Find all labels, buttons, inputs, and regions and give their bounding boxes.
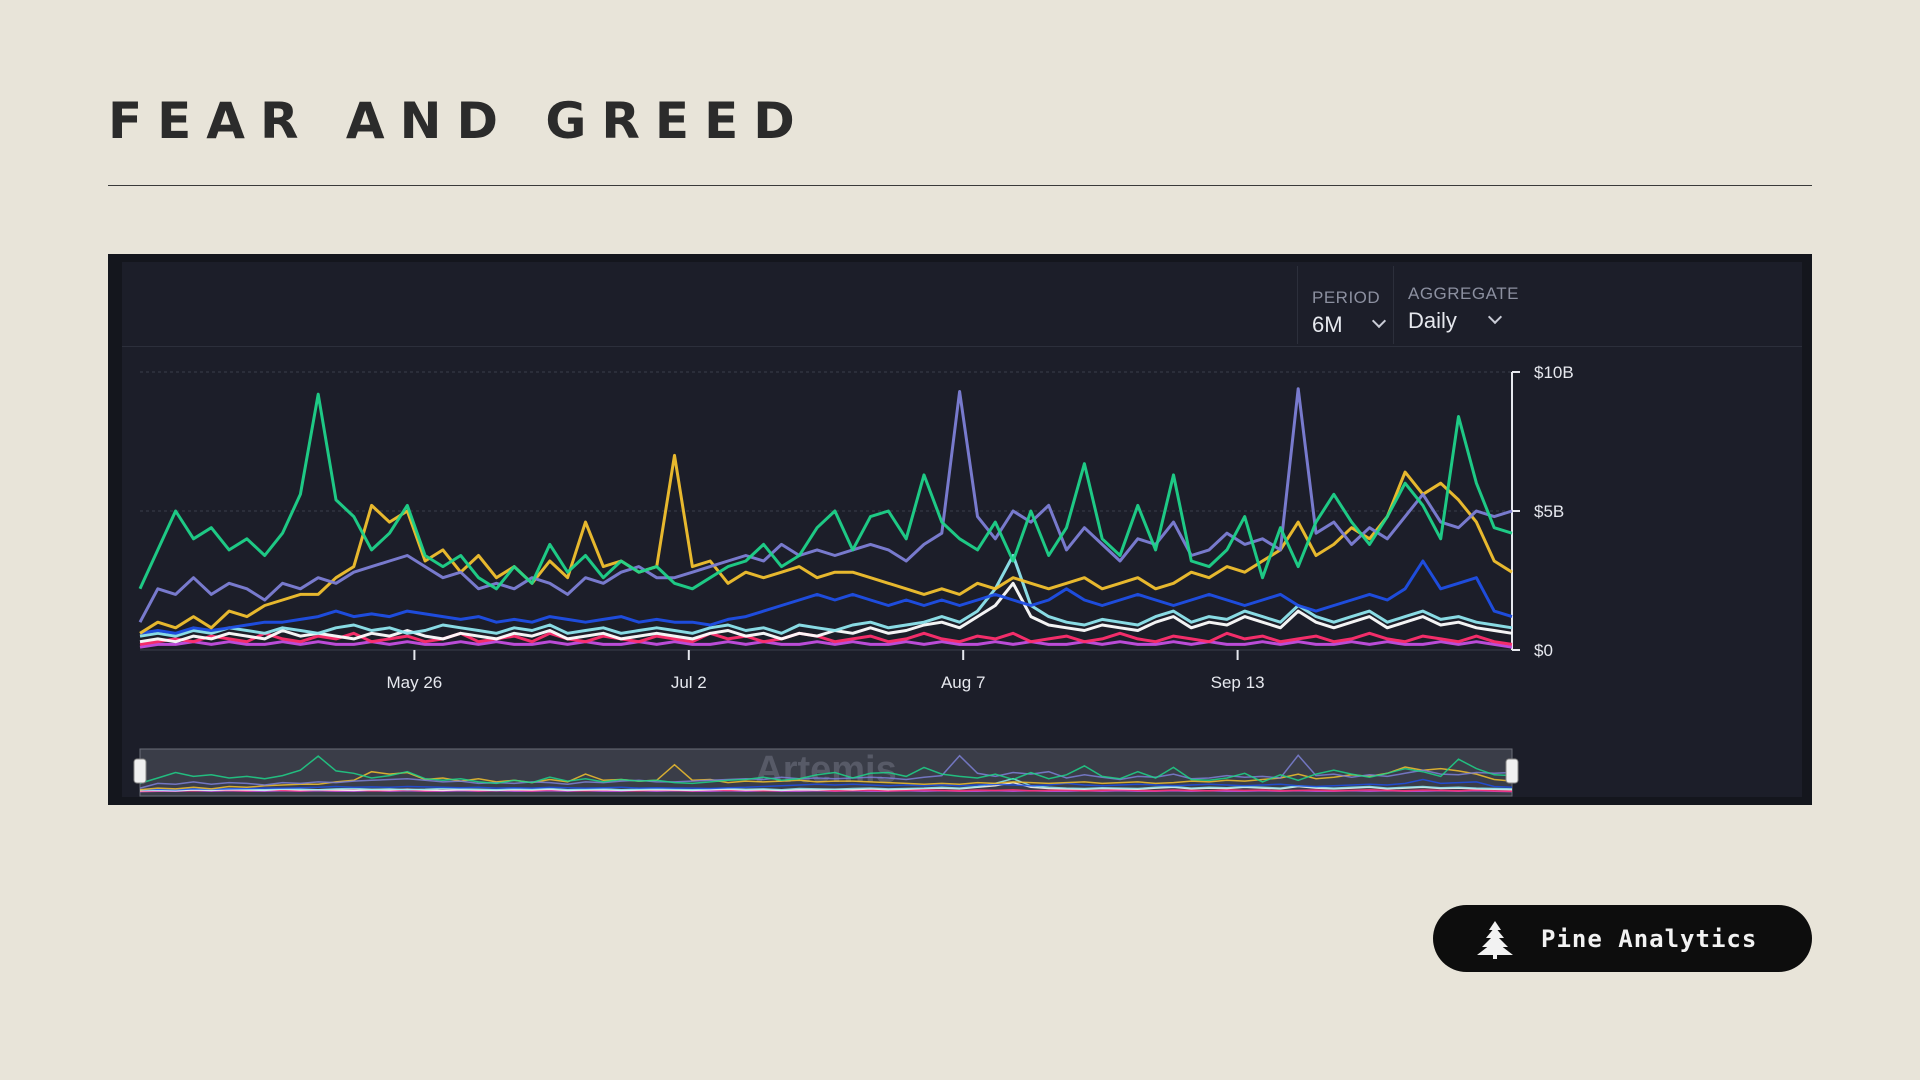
x-tick-label: Jul 2: [671, 673, 707, 692]
brand-name: Pine Analytics: [1541, 925, 1758, 953]
series-line: [139, 453, 1513, 635]
navigator-series-line: [139, 754, 1513, 789]
range-handle[interactable]: [133, 758, 147, 784]
y-tick-label: $0: [1534, 641, 1553, 660]
y-tick-label: $5B: [1534, 502, 1564, 521]
series-line: [139, 581, 1513, 644]
aggregate-value: Daily: [1408, 308, 1457, 333]
period-label: PERIOD: [1312, 288, 1381, 307]
navigator-series-line: [139, 777, 1513, 791]
x-tick-label: Sep 13: [1211, 673, 1265, 692]
chart-panel: PERIOD 6M AGGREGATE Daily $0 $5B $10B May 2…: [108, 254, 1812, 805]
series-line: [138, 392, 1513, 591]
pine-tree-icon: [1477, 921, 1513, 959]
range-handle[interactable]: [1505, 758, 1519, 784]
brand-badge: Pine Analytics: [1433, 905, 1812, 972]
chart-card: PERIOD 6M AGGREGATE Daily $0 $5B $10B May 2…: [122, 262, 1802, 797]
aggregate-select[interactable]: AGGREGATE Daily: [1393, 266, 1519, 344]
aggregate-label: AGGREGATE: [1408, 284, 1519, 303]
series-line: [139, 559, 1513, 635]
series-line: [139, 631, 1513, 646]
slide-title: FEAR AND GREED: [108, 92, 810, 150]
series-line: [139, 554, 1513, 638]
series-line: [139, 640, 1513, 649]
navigator-series-line: [139, 755, 1513, 785]
navigator-series-line: [139, 778, 1513, 791]
series-line: [138, 387, 1513, 623]
period-select[interactable]: PERIOD 6M: [1297, 266, 1394, 344]
title-divider: [108, 185, 1812, 186]
chart-toolbar: PERIOD 6M AGGREGATE Daily: [122, 262, 1802, 347]
navigator-series-line: [139, 763, 1513, 791]
period-value: 6M: [1312, 312, 1343, 337]
x-tick-label: Aug 7: [941, 673, 985, 692]
y-tick-label: $10B: [1534, 363, 1574, 382]
x-tick-label: May 26: [387, 673, 443, 692]
